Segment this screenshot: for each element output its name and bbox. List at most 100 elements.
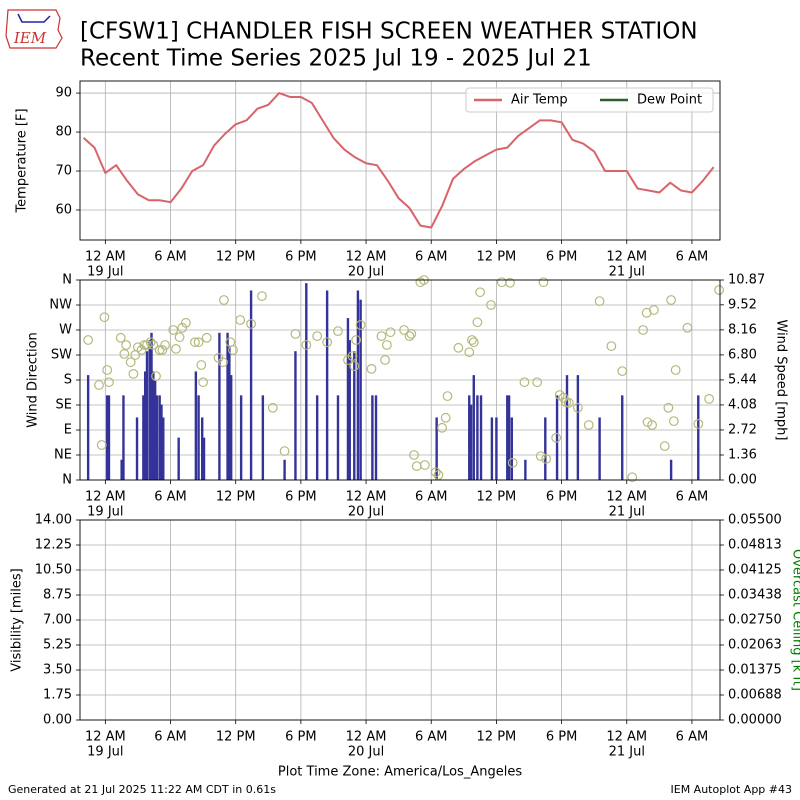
point [168,325,179,335]
x-tick-label: 6 AM [415,490,448,505]
bar [148,340,151,480]
y2-axis-label: Wind Speed [mph] [774,320,789,441]
point [279,446,290,457]
x-tick-label: 12 AM [606,490,647,505]
x-tick-label: 6 AM [676,250,709,265]
point [563,397,574,408]
point [532,377,543,388]
logo: IEM [5,9,63,49]
point [682,322,693,333]
x-tick-label: 12 PM [477,730,517,745]
point [381,340,392,350]
point [290,328,301,339]
point [638,325,648,335]
y-tick-label: 7.00 [43,613,72,628]
bar [507,395,511,480]
point [160,340,170,350]
point [136,345,147,355]
bar [142,395,145,480]
point [301,340,312,350]
point [519,377,530,388]
y2-axis-label: Overcast Ceiling [k ft] [790,549,800,691]
logo-mark [17,13,51,23]
point [181,317,191,328]
y2-tick-label: 0.02750 [728,613,782,628]
bar [490,417,494,480]
bar [544,417,547,480]
y2-tick-label: 0.00 [728,473,757,488]
y2-tick-label: 1.36 [728,447,757,462]
point [411,461,422,472]
footer-right: IEM Autoplot App #43 [671,783,793,796]
plot-frame [79,80,721,241]
bar [107,395,111,480]
point [572,402,583,413]
x-tick-date: 20 Jul [348,265,384,280]
bar [218,332,221,480]
x-tick-label: 12 PM [477,250,517,265]
y2-tick-label: 0.00000 [728,713,782,728]
point [121,340,132,350]
point [151,371,161,382]
point [442,391,453,402]
point [196,360,207,370]
point [322,337,333,348]
bar [143,371,147,480]
point [366,363,377,374]
point [475,287,486,298]
y-tick-label: 60 [55,202,72,217]
point [312,331,323,342]
point [714,285,724,295]
y-tick-label: SW [51,348,72,363]
y2-tick-label: 9.52 [728,297,757,312]
x-tick-label: 12 AM [346,730,387,745]
bar [468,395,471,480]
x-tick-label: 6 AM [154,490,187,505]
bar [86,375,90,480]
x-tick-label: 6 AM [154,730,187,745]
bar [356,290,360,480]
point [157,345,168,355]
y-tick-label: 3.50 [43,663,72,678]
y-tick-label: 10.50 [35,563,72,578]
bar [565,375,569,480]
point [693,418,704,429]
point [472,317,483,328]
y2-tick-label: 0.04125 [728,563,782,578]
x-tick-date: 19 Jul [87,505,123,520]
point [385,327,396,338]
bar [353,351,356,480]
point [102,365,113,375]
bar [472,375,475,480]
bar [229,375,233,480]
y-tick-label: 5.25 [43,638,72,653]
point [219,295,229,305]
bar [155,395,159,480]
point [235,315,246,325]
logo-outline [5,9,63,49]
point [668,416,679,427]
bar [325,290,329,480]
point [376,331,387,342]
title: [CFSW1] CHANDLER FISH SCREEN WEATHER STA… [80,19,698,45]
point [257,291,267,302]
point [468,337,479,348]
bar [476,395,479,480]
x-tick-label: 12 AM [85,250,126,265]
x-tick-label: 12 PM [216,730,256,745]
y2-tick-label: 6.80 [728,347,757,362]
point [464,347,475,358]
bar [669,459,673,480]
point [670,365,681,375]
y2-tick-label: 0.05500 [728,513,782,528]
bar [371,395,374,480]
x-tick-label: 6 AM [415,730,448,745]
point [83,335,94,345]
bar [105,395,109,480]
point [201,332,212,343]
x-tick-date: 20 Jul [348,505,384,520]
point [99,312,110,323]
point [190,337,200,348]
x-axis-label: Plot Time Zone: America/Los_Angeles [278,765,522,780]
bar [435,417,438,480]
